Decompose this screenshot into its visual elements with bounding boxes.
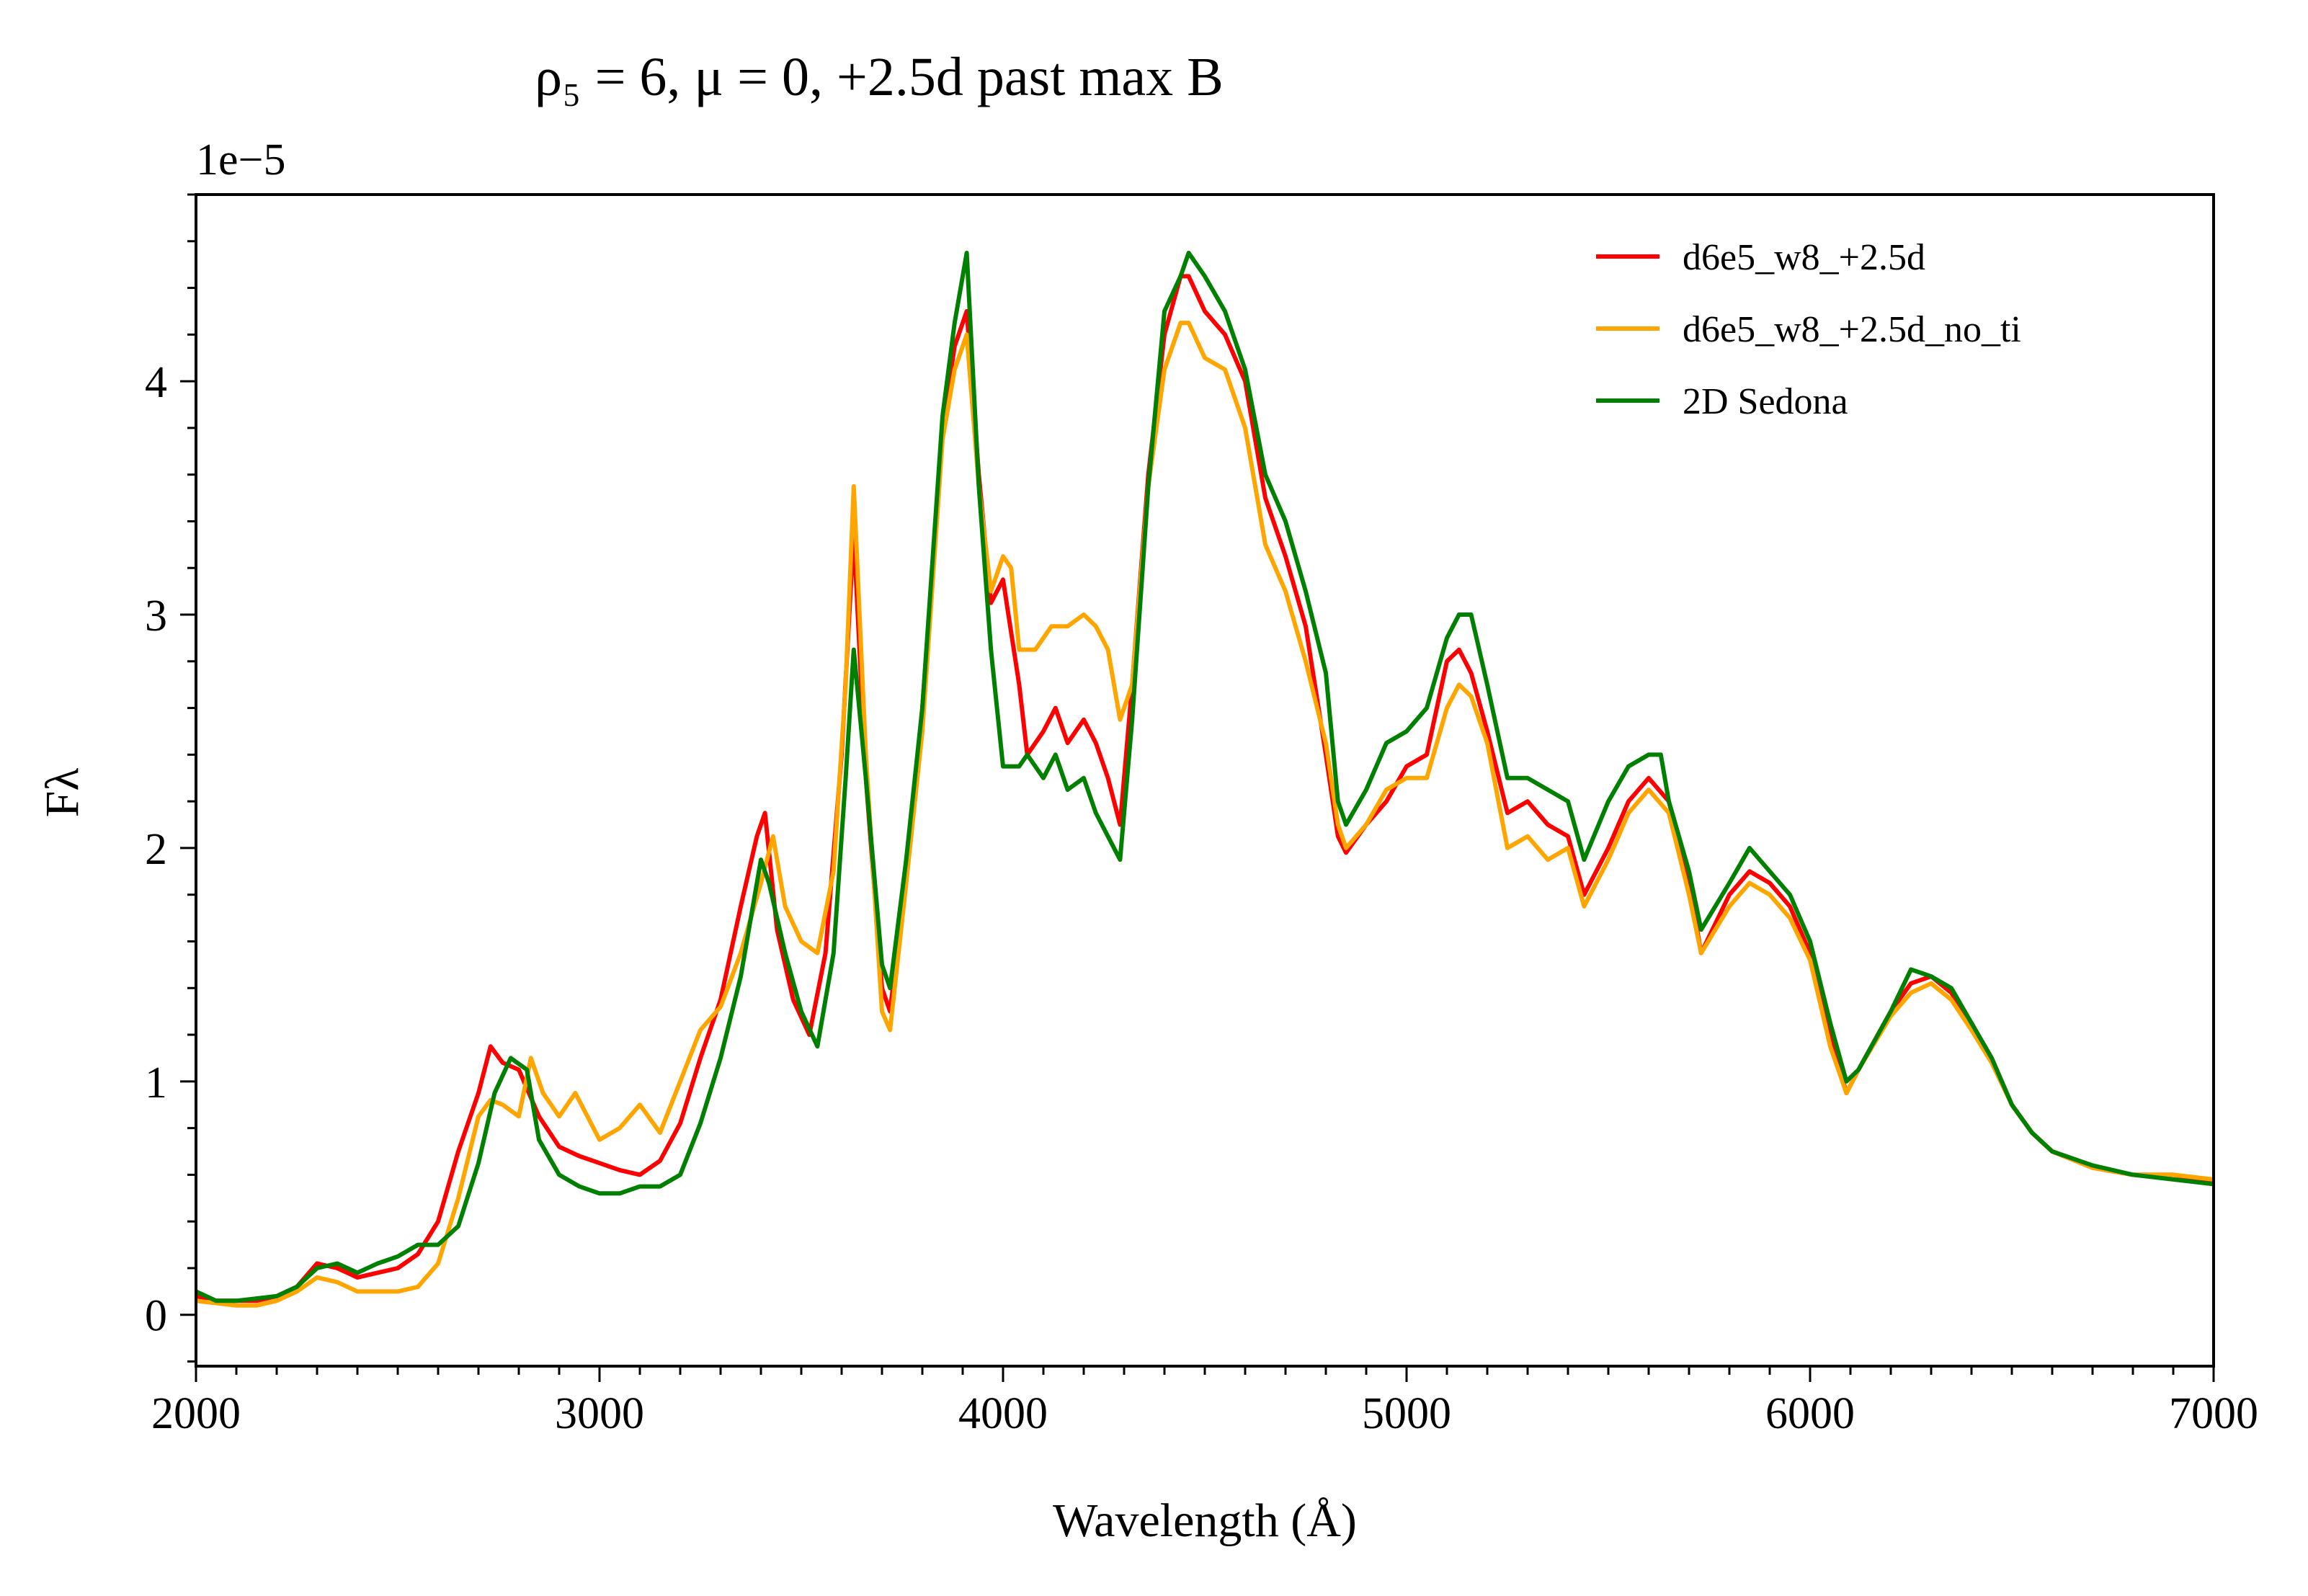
y-tick-label: 0 [145,1292,167,1341]
x-tick-label: 2000 [151,1389,241,1438]
series-line-1 [196,274,2214,1303]
plot-frame [195,193,2215,1368]
y-tick-label: 1 [145,1058,167,1107]
y-offset-text: 1e−5 [196,135,285,184]
x-axis-label: Wavelength (Å) [1053,1494,1357,1547]
legend: d6e5_w8_+2.5d d6e5_w8_+2.5d_no_ti 2D Sedon… [1596,237,2021,422]
x-tick-label: 7000 [2169,1389,2258,1438]
y-tick-label: 2 [145,825,167,874]
legend-label: d6e5_w8_+2.5d [1683,237,1925,278]
series-line-3 [196,251,2214,1303]
x-tick-label: 6000 [1765,1389,1855,1438]
legend-label: 2D Sedona [1683,381,1848,422]
y-axis-label: Fλ [36,768,89,818]
axis-ticks: 2000 3000 4000 5000 6000 7000 0 1 2 3 4 [145,193,2258,1438]
x-tick-label: 5000 [1362,1389,1451,1438]
series-line-2 [196,321,2214,1308]
y-tick-label: 4 [145,358,167,407]
legend-label: d6e5_w8_+2.5d_no_ti [1683,309,2021,350]
chart-title: ρ₅ = 6, μ = 0, +2.5d past max B [535,47,1224,107]
x-tick-label: 3000 [555,1389,644,1438]
series-layer [196,251,2214,1308]
x-tick-label: 4000 [958,1389,1048,1438]
y-tick-label: 3 [145,592,167,641]
